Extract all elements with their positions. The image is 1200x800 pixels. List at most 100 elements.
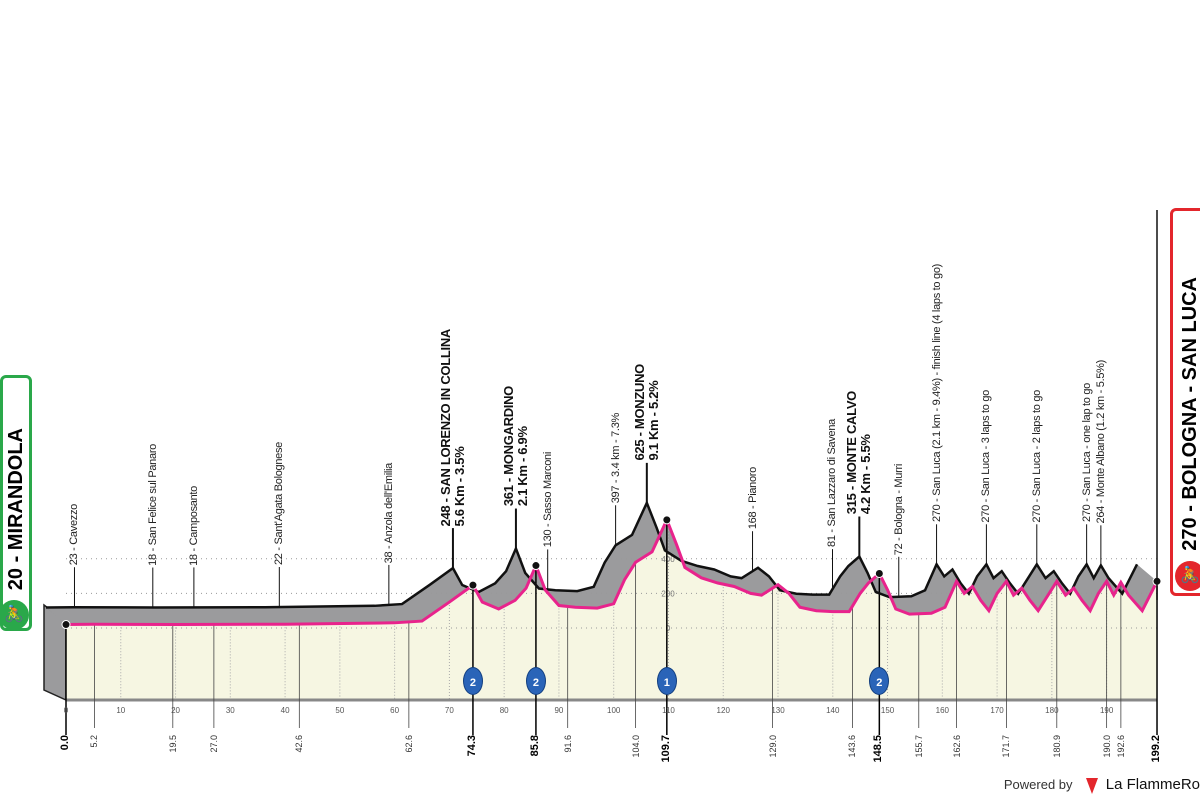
distance-label: 74.3 xyxy=(465,735,478,757)
point-label: 270 - San Luca (2.1 km - 9.4%) - finish … xyxy=(931,264,943,522)
point-name: 81 - San Lazzaro di Savena xyxy=(826,419,839,548)
brand-name: La FlammeRo xyxy=(1105,776,1200,793)
distance-label: 190.0 xyxy=(1101,735,1112,758)
distance-label: 109.7 xyxy=(659,735,672,763)
route-line xyxy=(65,516,1159,627)
point-label: 625 - MONZUNO 9.1 Km - 5.2% xyxy=(631,364,661,461)
point-name: 38 - Anzola dell'Emilia xyxy=(382,462,395,563)
climb-stats: 2.1 Km - 6.9% xyxy=(514,426,530,507)
point-label: 168 - Pianoro xyxy=(747,467,759,529)
point-name: 397 - 3.4 km - 7.3% xyxy=(609,412,622,504)
climb-stats: 4.2 Km - 5.5% xyxy=(858,434,874,515)
km-tick-label: 150 xyxy=(880,706,895,715)
start-box: 20 - MIRANDOLA 🚴 xyxy=(0,375,32,631)
km-tick-label: 120 xyxy=(716,706,730,715)
point-label: 18 - Camposanto xyxy=(188,486,200,566)
km-tick-label: 0 xyxy=(63,706,69,715)
kom-summit-dot xyxy=(662,515,672,525)
km-tick-label: 180 xyxy=(1045,706,1059,715)
cyclist-start-icon: 🚴 xyxy=(0,600,29,630)
point-name: 270 - San Luca - 3 laps to go xyxy=(980,389,993,523)
point-label: 361 - MONGARDINO 2.1 Km - 6.9% xyxy=(500,386,530,507)
point-name: 22 - Sant'Agata Bolognese xyxy=(273,441,286,566)
point-name: 23 - Cavezzo xyxy=(68,503,81,566)
finish-box: 270 - BOLOGNA - SAN LUCA 🚴 xyxy=(1170,208,1200,596)
distance-label: 42.6 xyxy=(294,735,305,753)
distance-label: 19.5 xyxy=(167,735,178,753)
km-tick-label: 30 xyxy=(225,706,235,715)
km-tick-label: 130 xyxy=(771,706,785,715)
point-label: 270 - San Luca - one lap to go xyxy=(1081,383,1093,522)
distance-label: 148.5 xyxy=(872,735,885,763)
distance-label: 27.0 xyxy=(208,735,219,753)
point-label: 81 - San Lazzaro di Savena xyxy=(826,419,838,547)
kom-category-badge: 2 xyxy=(869,667,890,695)
point-label: 23 - Cavezzo xyxy=(68,504,80,565)
distance-label: 85.8 xyxy=(528,735,541,757)
point-name: 625 - MONZUNO xyxy=(631,364,647,461)
km-tick-label: 140 xyxy=(826,706,840,715)
distance-label: 5.2 xyxy=(89,735,100,748)
point-name: 270 - San Luca - 2 laps to go xyxy=(1030,389,1043,523)
point-label: 264 - Monte Albano (1.2 km - 5.5%) xyxy=(1095,360,1107,523)
distance-label: 0.0 xyxy=(59,735,71,751)
km-tick-label: 80 xyxy=(499,706,509,715)
point-name: 18 - San Felice sul Panaro xyxy=(146,443,159,566)
distance-label: 162.6 xyxy=(951,735,962,758)
km-tick-label: 10 xyxy=(116,706,126,715)
km-tick-label: 70 xyxy=(444,706,454,715)
profile-ground xyxy=(66,519,1158,700)
point-label: 22 - Sant'Agata Bolognese xyxy=(273,442,285,565)
distance-label: 180.9 xyxy=(1051,735,1062,758)
km-tick-label: 160 xyxy=(935,706,949,715)
point-name: 270 - San Luca - one lap to go xyxy=(1080,383,1093,523)
elevation-tick-label: 400 xyxy=(661,555,675,564)
cyclist-finish-icon: 🚴 xyxy=(1175,561,1200,591)
point-name: 361 - MONGARDINO xyxy=(500,386,516,507)
km-tick-label: 60 xyxy=(390,706,400,715)
start-label: 20 - MIRANDOLA xyxy=(5,427,27,590)
distance-label: 129.0 xyxy=(767,735,778,758)
climb-stats: 9.1 Km - 5.2% xyxy=(645,380,661,461)
kom-category-badge: 2 xyxy=(525,667,546,695)
point-name: 248 - SAN LORENZO IN COLLINA xyxy=(437,328,453,527)
km-tick-label: 50 xyxy=(335,706,345,715)
point-name: 72 - Bologna - Murri xyxy=(892,463,905,555)
point-label: 248 - SAN LORENZO IN COLLINA 5.6 Km - 3.5… xyxy=(437,328,467,527)
powered-by-text: Powered by xyxy=(1003,777,1073,792)
point-label: 315 - MONTE CALVO 4.2 Km - 5.5% xyxy=(844,391,874,515)
km-tick-label: 110 xyxy=(662,706,675,715)
point-label: 38 - Anzola dell'Emilia xyxy=(383,463,395,563)
flamme-rouge-logo-icon xyxy=(1086,777,1099,794)
point-name: 264 - Monte Albano (1.2 km - 5.5%) xyxy=(1094,359,1107,524)
climb-stats: 5.6 Km - 3.5% xyxy=(451,446,467,527)
distance-label: 143.6 xyxy=(847,735,858,758)
distance-label: 199.2 xyxy=(1150,735,1163,763)
km-tick-label: 20 xyxy=(171,706,180,715)
kom-summit-dot xyxy=(874,569,884,579)
km-tick-label: 100 xyxy=(607,706,621,715)
profile-shade xyxy=(46,502,1158,625)
distance-label: 104.0 xyxy=(630,735,641,758)
distance-label: 171.7 xyxy=(1001,735,1012,758)
point-label: 72 - Bologna - Murri xyxy=(893,464,905,555)
distance-label: 155.7 xyxy=(913,735,924,758)
point-label: 270 - San Luca - 3 laps to go xyxy=(980,390,992,523)
distance-label: 91.6 xyxy=(562,735,573,753)
point-label: 18 - San Felice sul Panaro xyxy=(147,444,159,566)
km-tick-label: 40 xyxy=(280,706,290,715)
distance-label: 192.6 xyxy=(1115,735,1126,758)
kom-summit-dot xyxy=(531,561,541,571)
point-label: 397 - 3.4 km - 7.3% xyxy=(610,413,622,503)
km-tick-label: 90 xyxy=(554,706,564,715)
elevation-tick-label: 0 xyxy=(666,624,671,633)
distance-label: 62.6 xyxy=(403,735,414,753)
point-label: 270 - San Luca - 2 laps to go xyxy=(1031,390,1043,523)
km-tick-label: 190 xyxy=(1099,706,1114,715)
point-name: 18 - Camposanto xyxy=(187,485,200,566)
point-name: 270 - San Luca (2.1 km - 9.4%) - finish … xyxy=(930,264,943,523)
kom-summit-dot xyxy=(468,580,478,590)
finish-label: 270 - BOLOGNA - SAN LUCA xyxy=(1179,277,1200,551)
powered-by: Powered by La FlammeRo xyxy=(1004,776,1200,794)
